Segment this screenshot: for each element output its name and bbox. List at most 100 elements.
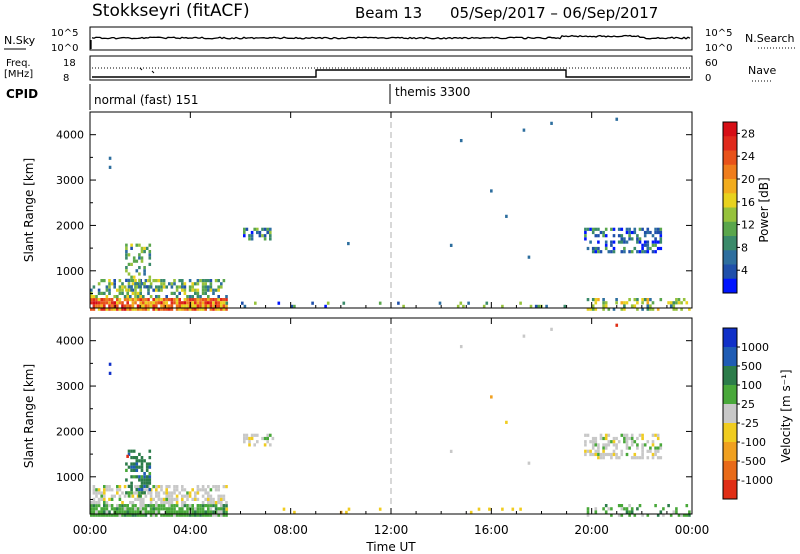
velocity-cell [186, 513, 189, 517]
power-cell [342, 301, 346, 305]
power-cell [152, 304, 155, 308]
velocity-colorbar-frame [722, 327, 738, 500]
velocity-cell [155, 485, 158, 489]
power-cell [147, 307, 150, 311]
nave-tick-top: 60 [705, 58, 718, 69]
power-cell [95, 298, 98, 302]
power-cell [131, 307, 135, 311]
velocity-cell [181, 507, 184, 511]
velocity-scatter [90, 323, 691, 517]
velocity-cell [612, 440, 616, 444]
power-cell [456, 304, 460, 308]
power-cell [100, 279, 103, 283]
velocity-colorbar-tick-label: -500 [741, 455, 766, 468]
power-cell [143, 269, 146, 273]
velocity-cell [602, 436, 605, 441]
power-cell [194, 288, 197, 292]
power-cell [181, 282, 184, 286]
velocity-cell [142, 497, 145, 501]
velocity-cell [125, 468, 128, 472]
velocity-cell [662, 507, 665, 511]
velocity-cell [100, 494, 103, 498]
power-colorbar-swatch [723, 207, 737, 223]
velocity-cell [638, 504, 642, 508]
power-cell [636, 301, 639, 305]
velocity-cell [212, 497, 215, 501]
velocity-cell [623, 436, 626, 441]
power-point [505, 214, 508, 218]
velocity-cell [157, 510, 161, 514]
power-cell [130, 243, 133, 247]
power-cell [659, 234, 663, 238]
power-cell [181, 301, 184, 305]
velocity-cell [191, 513, 194, 517]
velocity-point [449, 449, 453, 453]
power-cell [651, 234, 655, 238]
velocity-cell [602, 446, 605, 450]
power-cell [220, 307, 223, 311]
velocity-cell [649, 449, 652, 453]
power-cell [594, 250, 598, 254]
velocity-cell [130, 468, 133, 472]
power-cell [188, 288, 192, 292]
power-cell [132, 275, 136, 279]
velocity-cell [188, 513, 192, 517]
velocity-cell [630, 456, 634, 460]
velocity-cell [134, 504, 137, 508]
power-cell [125, 250, 128, 254]
velocity-colorbar-tick-label: 500 [741, 360, 762, 373]
power-cell [116, 307, 119, 311]
power-cell [149, 295, 153, 299]
velocity-cell [204, 510, 207, 514]
power-cell [188, 285, 192, 289]
velocity-cell [225, 485, 228, 489]
power-cell [214, 298, 218, 302]
power-cell [212, 304, 215, 308]
velocity-cell [173, 491, 176, 495]
velocity-cell [130, 462, 133, 466]
power-cell [589, 240, 592, 244]
power-cell [132, 259, 136, 263]
velocity-cell [157, 491, 161, 495]
velocity-cell [212, 510, 215, 514]
power-cell [143, 282, 146, 286]
power-cell [92, 298, 96, 302]
velocity-cell [261, 436, 264, 441]
velocity-cell [136, 497, 140, 501]
velocity-cell [293, 510, 296, 514]
power-cell [173, 282, 176, 286]
power-cell [170, 307, 174, 311]
power-cell [90, 298, 93, 302]
velocity-cell [630, 440, 634, 444]
velocity-cell [220, 494, 223, 498]
velocity-cell [654, 433, 657, 437]
power-cell [594, 234, 598, 238]
velocity-cell [630, 510, 634, 514]
power-cell [173, 298, 176, 302]
power-cell [599, 230, 603, 235]
velocity-cell [266, 436, 269, 441]
power-point [108, 165, 112, 169]
nsearch-tick-top: 10^5 [705, 28, 732, 39]
power-cell [636, 307, 639, 311]
velocity-cell [175, 513, 179, 517]
velocity-cell [220, 513, 223, 517]
power-cell [204, 291, 207, 295]
velocity-cell [597, 452, 600, 457]
velocity-cell [196, 497, 200, 501]
cpid-segment-1: normal (fast) 151 [94, 93, 198, 107]
power-cell [584, 230, 587, 235]
power-cell [148, 250, 152, 254]
velocity-cell [90, 513, 93, 517]
power-cell [125, 266, 128, 270]
velocity-cell [201, 507, 205, 511]
power-cell [253, 227, 256, 231]
velocity-cell [615, 443, 618, 447]
velocity-cell [201, 494, 205, 498]
power-cell [144, 279, 148, 283]
velocity-cell [610, 440, 613, 444]
power-cell [103, 291, 106, 295]
velocity-cell [148, 465, 152, 469]
power-cell [675, 301, 678, 305]
